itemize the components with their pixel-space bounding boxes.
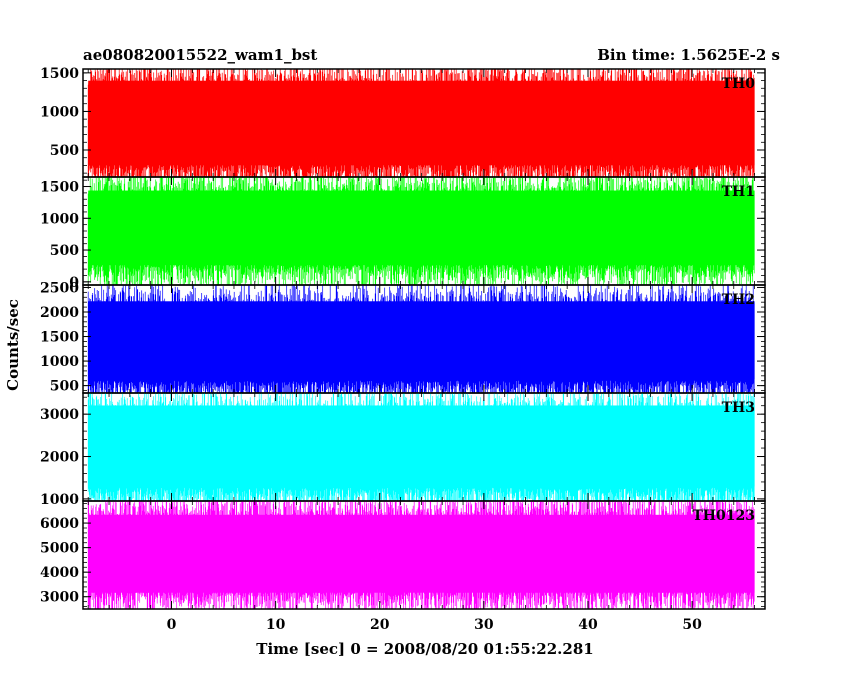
- y-tick-label: 1500: [40, 180, 79, 196]
- y-tick-label: 2000: [40, 305, 79, 321]
- y-tick-label: 1500: [40, 66, 79, 82]
- x-tick-label: 20: [370, 617, 390, 633]
- panel-th0123: 3000 4000 5000 6000 TH0123: [40, 500, 766, 610]
- y-tick-label: 6000: [40, 516, 79, 532]
- y-tick-label: 5000: [40, 541, 79, 557]
- y-tick-label: 1500: [40, 330, 79, 346]
- y-axis-label: Counts/sec: [4, 299, 22, 391]
- series-name-th3: TH3: [722, 400, 755, 416]
- x-tick-label: 40: [578, 617, 598, 633]
- y-tick-label: 3000: [40, 407, 79, 423]
- y-tick-label: 1000: [40, 492, 79, 508]
- y-tick-label: 500: [50, 379, 79, 395]
- y-tick-label: 500: [50, 243, 79, 259]
- series-name-th1: TH1: [722, 184, 755, 200]
- y-tick-label: 4000: [40, 565, 79, 581]
- series-trace-th0123: [87, 501, 755, 609]
- series-name-th0123: TH0123: [692, 508, 755, 524]
- panel-th3: 1000 2000 3000 TH3: [40, 392, 766, 508]
- panel-th0: 500 1000 1500 TH0: [40, 66, 766, 178]
- series-name-th2: TH2: [722, 292, 755, 308]
- x-tick-label: 10: [266, 617, 286, 633]
- series-trace-th0: [87, 69, 755, 177]
- y-tick-label: 1000: [40, 104, 79, 120]
- y-tick-label: 3000: [40, 590, 79, 606]
- x-axis-label: Time [sec] 0 = 2008/08/20 01:55:22.281: [256, 640, 593, 658]
- y-tick-label: 0: [69, 275, 79, 291]
- y-tick-label: 2500: [40, 280, 79, 296]
- series-trace-th2: [87, 285, 755, 393]
- panel-th2: 500 1000 1500 2000 2500 TH2: [40, 280, 766, 395]
- y-tick-label: 1000: [40, 354, 79, 370]
- series-name-th0: TH0: [722, 76, 756, 92]
- x-tick-label: 0: [167, 617, 177, 633]
- x-tick-label: 50: [682, 617, 702, 633]
- bin-time-label: Bin time: 1.5625E-2 s: [597, 46, 780, 64]
- y-tick-label: 1000: [40, 211, 79, 227]
- x-tick-label: 30: [474, 617, 494, 633]
- panel-frame: [82, 500, 766, 610]
- y-tick-label: 2000: [40, 450, 79, 466]
- y-tick-label: 500: [50, 143, 79, 159]
- panel-th1: 0 500 1000 1500 TH1: [40, 176, 766, 291]
- series-trace-th1: [87, 177, 755, 285]
- chart-title: ae080820015522_wam1_bst: [83, 46, 317, 64]
- series-trace-th3: [87, 393, 755, 501]
